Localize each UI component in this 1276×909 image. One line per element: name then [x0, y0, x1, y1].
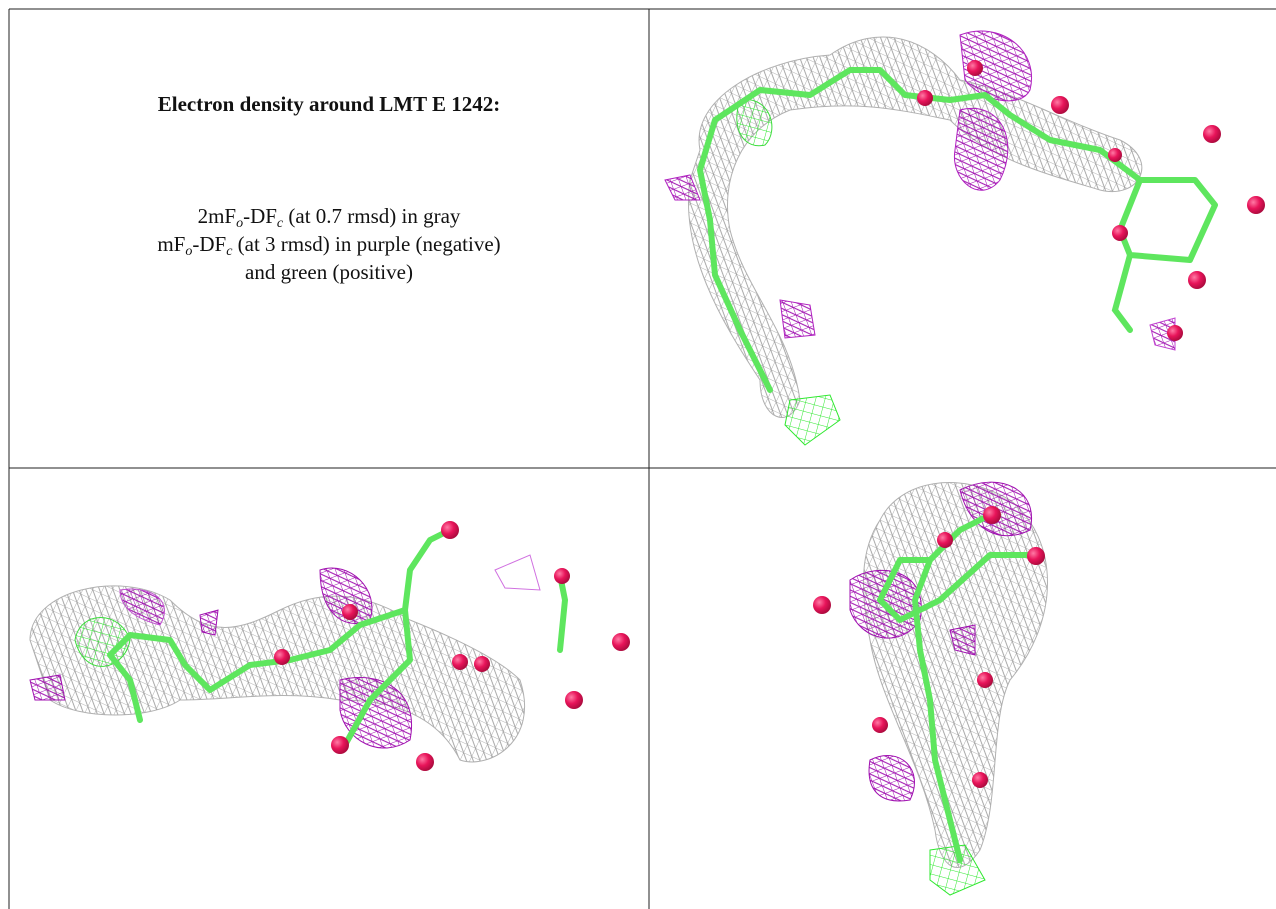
density-panel-3 [813, 482, 1048, 895]
legend-text: -DF [243, 204, 277, 228]
legend-line: mFo-DFc (at 3 rmsd) in purple (negative) [9, 230, 649, 258]
legend-text: 2mF [198, 204, 237, 228]
legend-text: -DF [192, 232, 226, 256]
figure [0, 0, 1276, 909]
legend-text: (at 3 rmsd) in purple (negative) [232, 232, 500, 256]
legend-line: and green (positive) [9, 258, 649, 286]
legend-text: mF [157, 232, 185, 256]
page: Electron density around LMT E 1242: 2mFo… [0, 0, 1276, 909]
legend-text: (at 0.7 rmsd) in gray [283, 204, 460, 228]
density-panel-2 [30, 521, 630, 771]
heading: Electron density around LMT E 1242: [9, 92, 649, 117]
legend-line: 2mFo-DFc (at 0.7 rmsd) in gray [9, 202, 649, 230]
legend-text: and green (positive) [245, 260, 413, 284]
density-panel-1 [665, 31, 1265, 445]
